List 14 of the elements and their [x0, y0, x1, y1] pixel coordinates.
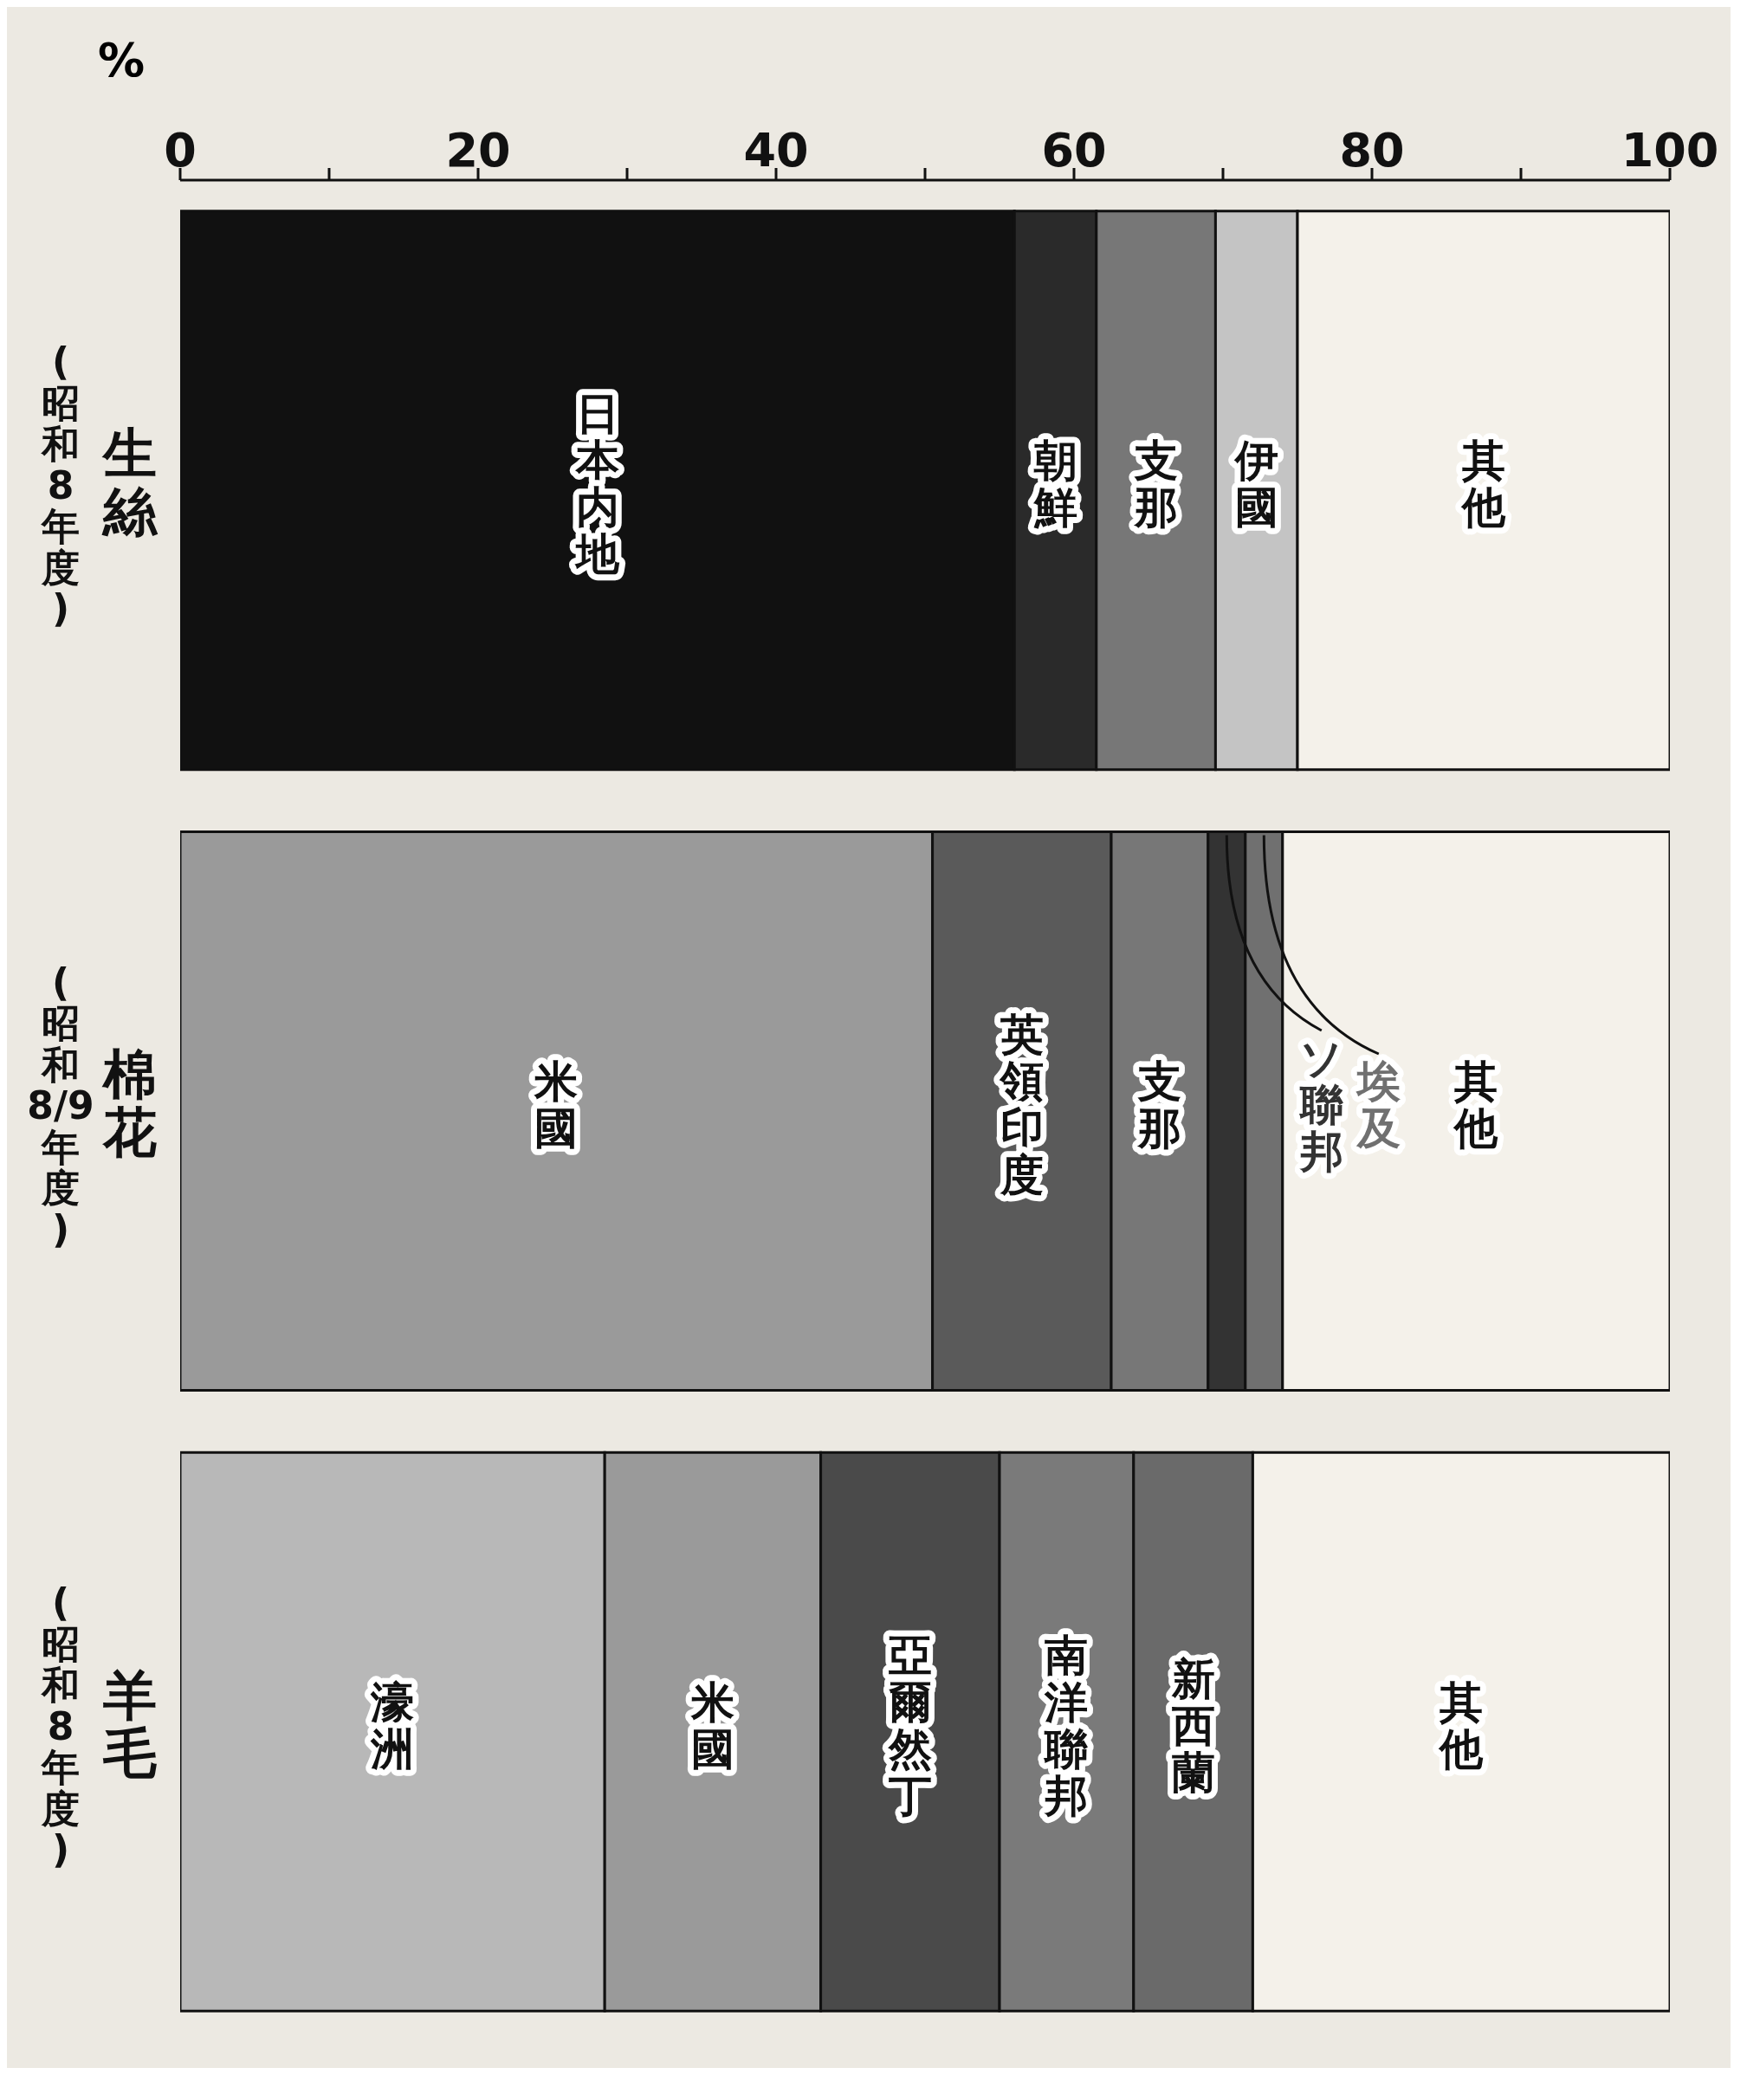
text: 其他 [1440, 1677, 1484, 1774]
x-tick-label: 80 [1339, 123, 1405, 178]
series-label: ソ聯邦 [1297, 1032, 1344, 1177]
text: 其他 [1454, 1056, 1498, 1153]
series-label: 埃及 [1355, 1056, 1401, 1153]
x-tick-label: 60 [1041, 123, 1107, 178]
x-axis-title: % [98, 33, 146, 87]
x-tick-label: 40 [743, 123, 809, 178]
x-tick-label: 0 [164, 123, 197, 178]
series-label: 濠洲 [370, 1677, 415, 1774]
x-tick-label: 20 [445, 123, 511, 178]
x-tick-label: 100 [1621, 123, 1719, 178]
series-label: 其他 [1460, 436, 1506, 533]
series-label: 伊國 [1233, 436, 1278, 533]
